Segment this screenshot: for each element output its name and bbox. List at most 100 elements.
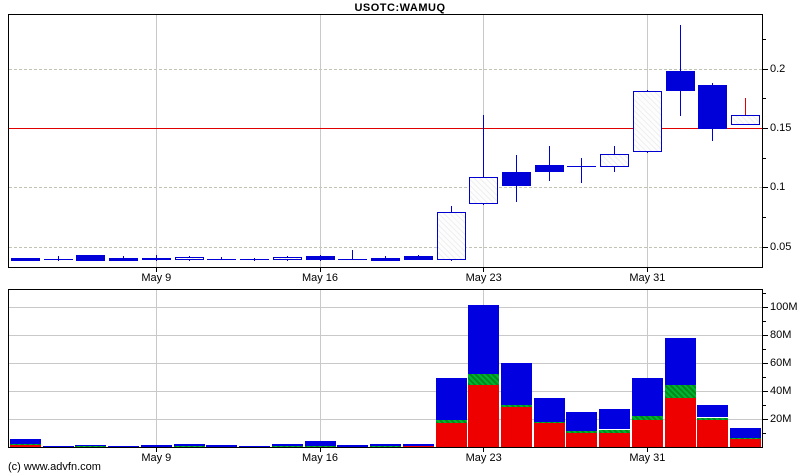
y-axis-label: 0.15 <box>770 121 792 134</box>
volume-segment-blue <box>271 444 303 447</box>
candle-body <box>371 257 400 261</box>
x-axis-tick <box>155 448 157 452</box>
x-axis-tick <box>319 268 321 272</box>
volume-segment-green <box>730 437 762 440</box>
candle-body <box>76 255 106 261</box>
y-axis-minor-tick <box>763 38 766 40</box>
volume-bar-plot <box>8 289 763 448</box>
candle-wick <box>581 157 583 183</box>
y-axis-label: 20M <box>770 413 792 425</box>
volume-segment-red <box>631 420 663 447</box>
gridline-horizontal <box>9 419 762 420</box>
candle-wick <box>352 249 354 261</box>
candle-body <box>665 70 695 92</box>
volume-segment-green <box>173 446 205 447</box>
x-axis-tick <box>319 448 321 452</box>
y-axis-label: 80M <box>770 328 792 341</box>
volume-segment-blue <box>697 404 729 418</box>
volume-segment-blue <box>533 397 565 422</box>
candle-body <box>43 259 73 261</box>
candle-body <box>567 166 597 168</box>
volume-segment-blue <box>501 362 532 405</box>
y-axis-minor-tick <box>763 98 766 100</box>
y-axis-tick <box>763 362 768 364</box>
copyright-text: (c) www.advfn.com <box>8 461 101 473</box>
candle-body <box>240 259 269 261</box>
volume-segment-blue <box>239 445 270 447</box>
candle-body <box>502 171 531 187</box>
gridline-horizontal <box>9 68 762 70</box>
gridline-horizontal <box>9 187 762 189</box>
volume-segment-red <box>435 423 467 447</box>
volume-segment-red <box>664 397 696 447</box>
y-axis-minor-tick <box>763 217 766 219</box>
x-axis-label: May 9 <box>141 452 172 464</box>
volume-segment-blue <box>206 445 238 447</box>
y-axis-label: 0.05 <box>770 240 792 253</box>
volume-segment-green <box>9 444 41 446</box>
candle-wick <box>57 256 59 262</box>
gridline-horizontal <box>9 246 762 248</box>
volume-segment-green <box>370 445 401 447</box>
x-axis-label: May 16 <box>301 272 339 284</box>
y-axis-tick <box>763 68 768 70</box>
candle-body <box>207 258 237 260</box>
volume-segment-blue <box>173 444 205 447</box>
y-axis-tick <box>763 127 768 129</box>
y-axis-label: 0.2 <box>770 62 786 75</box>
candle-body <box>600 154 630 167</box>
candle-body <box>403 255 433 260</box>
volume-segment-blue <box>631 378 663 417</box>
volume-segment-blue <box>402 443 434 446</box>
candle-body <box>109 257 139 261</box>
gridline-vertical <box>646 290 648 447</box>
x-axis-tick <box>483 268 485 272</box>
volume-segment-blue <box>730 428 762 438</box>
volume-segment-green <box>304 446 336 448</box>
candle-wick <box>483 114 485 206</box>
volume-segment-blue <box>599 409 631 430</box>
x-axis-label: May 23 <box>465 272 502 284</box>
volume-segment-green <box>533 421 565 424</box>
volume-segment-green <box>75 446 107 448</box>
candle-body <box>272 256 302 261</box>
candle-body <box>632 91 662 152</box>
gridline-horizontal <box>9 362 762 364</box>
y-axis-minor-tick <box>763 320 766 322</box>
volume-segment-blue <box>370 443 401 446</box>
volume-segment-red <box>566 433 598 447</box>
x-axis-tick <box>483 448 485 452</box>
y-axis-tick <box>763 246 768 248</box>
volume-segment-green <box>271 446 303 447</box>
y-axis-minor-tick <box>763 157 766 159</box>
candle-wick <box>745 98 747 126</box>
candle-body <box>141 257 171 260</box>
volume-segment-green <box>468 374 500 386</box>
y-axis-minor-tick <box>763 292 766 294</box>
volume-segment-red <box>402 445 434 447</box>
volume-segment-blue <box>9 438 41 445</box>
volume-segment-blue <box>664 337 696 386</box>
volume-segment-blue <box>566 412 598 431</box>
x-axis-tick <box>646 448 648 452</box>
volume-segment-green <box>501 404 532 407</box>
x-axis-label: May 16 <box>301 452 339 464</box>
volume-segment-green <box>631 416 663 421</box>
y-axis-label: 0.1 <box>770 181 786 194</box>
y-axis-label: 40M <box>770 384 792 397</box>
candle-body <box>731 114 761 125</box>
gridline-horizontal <box>9 390 762 392</box>
volume-segment-red <box>533 423 565 447</box>
gridline-horizontal <box>9 334 762 336</box>
y-axis-tick <box>763 390 768 392</box>
candle-wick <box>548 145 550 182</box>
gridline-vertical <box>155 15 157 267</box>
volume-segment-blue <box>337 445 369 447</box>
candle-wick <box>679 24 681 116</box>
y-axis-tick <box>763 334 768 336</box>
volume-segment-blue <box>468 305 500 375</box>
volume-segment-red <box>697 419 729 447</box>
gridline-vertical <box>319 290 321 447</box>
candle-body <box>534 164 564 172</box>
candle-body <box>305 255 335 261</box>
